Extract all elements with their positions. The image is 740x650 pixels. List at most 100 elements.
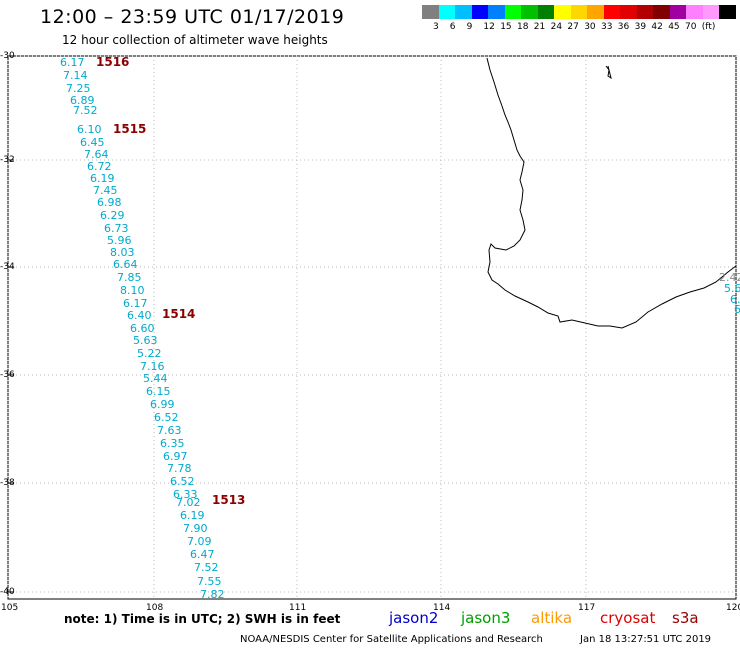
edge-wave-value: 2.42 [719, 271, 740, 284]
longitude-label: 111 [289, 603, 307, 613]
wave-height-value: 7.78 [167, 462, 192, 475]
wave-height-value: 6.72 [87, 160, 112, 173]
grid-lines [7, 55, 737, 599]
wave-height-value: 6.52 [154, 411, 179, 424]
color-swatch [471, 5, 488, 19]
longitude-label: 105 [1, 603, 19, 613]
latitude-label: -34 [0, 262, 15, 272]
color-scale-label: 45 [668, 22, 680, 32]
page-subtitle: 12 hour collection of altimeter wave hei… [62, 33, 328, 47]
longitude-label: 108 [146, 603, 164, 613]
color-scale-label: 30 [584, 22, 596, 32]
latitude-label: -38 [0, 478, 15, 488]
wave-height-value: 6.64 [113, 258, 138, 271]
color-scale-label: (ft) [701, 22, 716, 32]
color-scale-label: 42 [651, 22, 663, 32]
wave-height-value: 6.19 [90, 172, 115, 185]
wave-height-value: 6.98 [97, 196, 122, 209]
color-swatch [570, 5, 587, 19]
color-swatch [488, 5, 505, 19]
wave-height-value: 5.96 [107, 234, 132, 247]
color-scale-label: 12 [483, 22, 495, 32]
wave-height-value: 7.55 [197, 575, 222, 588]
pass-number-label: 1513 [212, 493, 246, 507]
wave-height-value: 6.52 [170, 475, 195, 488]
wave-height-value: 5.44 [143, 372, 168, 385]
page-title: 12:00 – 23:59 UTC 01/17/2019 [40, 6, 345, 28]
latitude-label: -36 [0, 370, 15, 380]
wave-height-value: 7.09 [187, 535, 212, 548]
color-swatch [554, 5, 571, 19]
wave-height-value: 6.99 [150, 398, 175, 411]
color-swatch [636, 5, 653, 19]
wave-height-value: 7.63 [157, 424, 182, 437]
wave-height-value: 7.45 [93, 184, 118, 197]
wave-height-value: 6.33 [173, 488, 198, 501]
color-scale-label: 39 [634, 22, 647, 32]
longitude-label: 114 [433, 603, 451, 613]
color-swatch [686, 5, 703, 19]
color-scale-label: 21 [533, 22, 546, 32]
wave-height-value: 7.14 [63, 69, 88, 82]
wave-height-value: 7.85 [117, 271, 142, 284]
wave-height-value: 6.73 [104, 222, 129, 235]
satellite-jason2-label: jason2 [389, 609, 439, 627]
color-scale-label: 3 [433, 22, 439, 32]
longitude-label: 120 [726, 603, 740, 613]
color-swatch [537, 5, 554, 19]
wave-height-value: 6.17 [60, 56, 85, 69]
wave-height-value: 8.10 [120, 284, 145, 297]
generation-timestamp: Jan 18 13:27:51 UTC 2019 [580, 634, 712, 645]
edge-wave-value: 6. [730, 293, 740, 306]
color-swatch [521, 5, 538, 19]
wave-height-value: 7.82 [200, 588, 225, 601]
color-scale-label: 15 [500, 22, 512, 32]
color-scale-label: 18 [517, 22, 529, 32]
pass-number-label: 1514 [162, 307, 196, 321]
color-scale-label: 24 [550, 22, 563, 32]
color-swatch [438, 5, 455, 19]
pass-number-label: 1515 [113, 122, 147, 136]
coastline-west-australia [486, 57, 737, 329]
color-scale-label: 9 [466, 22, 473, 32]
wave-height-value: 6.60 [130, 322, 155, 335]
pass-number-label: 1516 [96, 55, 130, 69]
wave-height-value: 8.03 [110, 246, 135, 259]
wave-height-value: 7.16 [140, 360, 165, 373]
satellite-cryosat-label: cryosat [600, 609, 656, 627]
wave-height-value: 7.52 [73, 104, 98, 117]
wave-height-value: 6.89 [70, 94, 95, 107]
wave-height-value: 7.64 [84, 148, 109, 161]
color-scale-label: 33 [601, 22, 613, 32]
wave-height-value: 6.35 [160, 437, 185, 450]
color-scale-label: 6 [449, 22, 456, 32]
color-swatch [422, 5, 439, 19]
coastline-island [605, 65, 612, 80]
color-scale-label: 27 [567, 22, 579, 32]
footer-note: note: 1) Time is in UTC; 2) SWH is in fe… [64, 612, 341, 626]
latitude-label: -32 [0, 155, 15, 165]
wave-height-value: 6.15 [146, 385, 171, 398]
color-scale-label: 70 [685, 22, 697, 32]
wave-height-value: 5.22 [137, 347, 162, 360]
color-swatch [587, 5, 604, 19]
wave-height-value: 6.97 [163, 450, 188, 463]
latitude-label: -40 [0, 587, 15, 597]
wave-height-value: 6.10 [77, 123, 102, 136]
color-scale-label: 36 [617, 22, 630, 32]
credit-line: NOAA/NESDIS Center for Satellite Applica… [240, 634, 543, 645]
wave-height-value: 7.52 [194, 561, 219, 574]
edge-wave-value: 6 [734, 303, 740, 316]
color-swatch [669, 5, 686, 19]
wave-height-value: 6.45 [80, 136, 105, 149]
wave-height-value: 6.40 [127, 309, 152, 322]
color-swatch [455, 5, 472, 19]
wave-height-value: 7.02 [176, 496, 201, 509]
wave-height-value: 6.17 [123, 297, 148, 310]
color-swatch [504, 5, 521, 19]
map-border [7, 55, 737, 600]
satellite-s3a-label: s3a [672, 609, 699, 627]
latitude-label: -30 [0, 51, 15, 61]
longitude-label: 117 [578, 603, 596, 613]
